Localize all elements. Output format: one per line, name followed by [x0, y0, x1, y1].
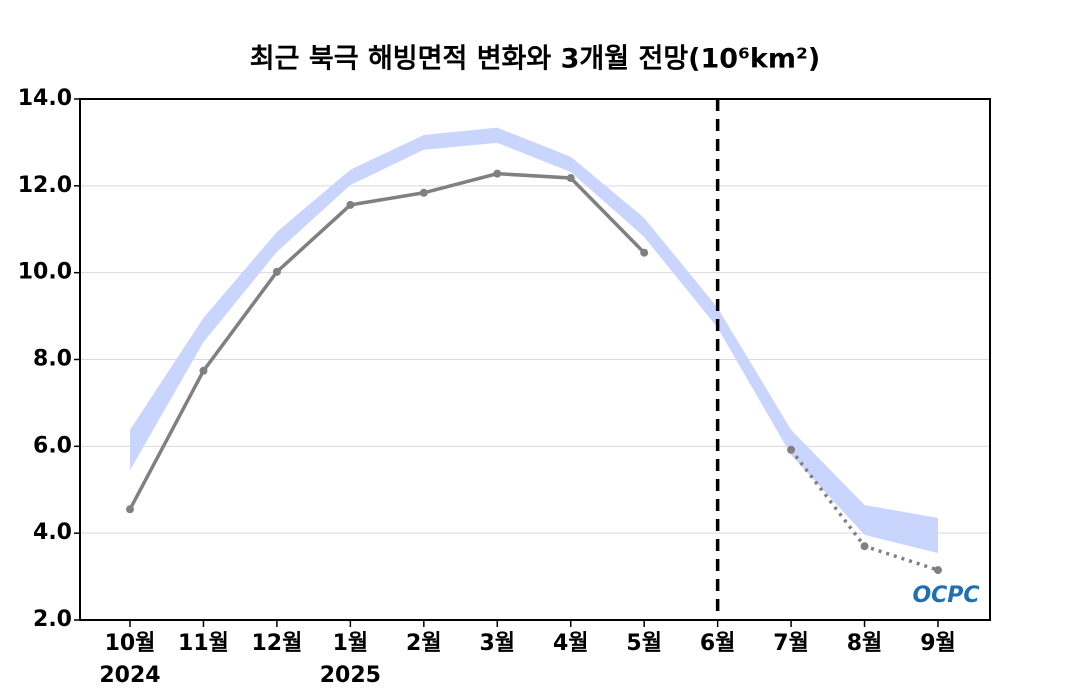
x-tick-label: 10월	[105, 631, 156, 656]
series-point	[419, 188, 428, 197]
series-point	[787, 445, 796, 454]
x-tick-label: 6월	[700, 631, 736, 656]
x-tick-label: 5월	[626, 631, 662, 656]
series-point	[272, 267, 281, 276]
y-tick-label: 14.0	[18, 86, 72, 111]
plot-frame	[79, 98, 991, 621]
x-tick-label: 7월	[773, 631, 809, 656]
series-point	[199, 366, 208, 375]
x-tick-label: 4월	[553, 631, 589, 656]
y-tick-label: 4.0	[33, 520, 72, 545]
x-year-label: 2025	[320, 663, 381, 688]
series-point	[860, 542, 869, 551]
series-point	[934, 566, 942, 575]
series-line	[128, 171, 646, 511]
series-point	[640, 248, 649, 257]
x-tick-label: 12월	[251, 631, 302, 656]
y-tick-label: 2.0	[33, 607, 72, 632]
series-point	[493, 169, 502, 178]
series-point	[126, 505, 134, 514]
x-tick-label: 3월	[479, 631, 515, 656]
x-tick-label: 8월	[847, 631, 883, 656]
y-tick-label: 6.0	[33, 433, 72, 458]
series-point	[346, 200, 355, 209]
x-tick-label: 9월	[920, 631, 956, 656]
series-point	[566, 174, 575, 183]
x-tick-label: 11월	[178, 631, 229, 656]
y-tick-label: 8.0	[33, 347, 72, 372]
x-tick-label: 2월	[406, 631, 442, 656]
x-year-label: 2024	[99, 663, 160, 688]
x-tick-label: 1월	[333, 631, 369, 656]
range-band	[130, 127, 938, 554]
chart-title: 최근 북극 해빙면적 변화와 3개월 전망(10⁶km²)	[250, 44, 820, 75]
y-tick-label: 10.0	[18, 260, 72, 285]
y-tick-label: 12.0	[18, 173, 72, 198]
logo: OCPC	[912, 583, 979, 608]
